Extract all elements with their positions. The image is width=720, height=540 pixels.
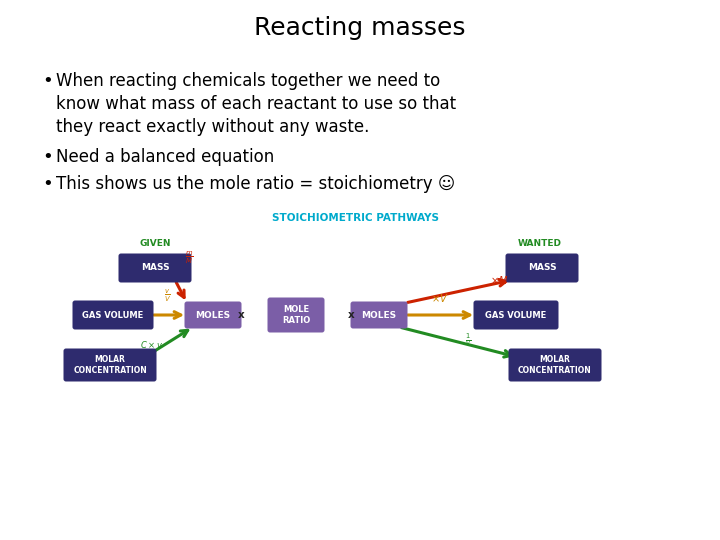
Text: Need a balanced equation: Need a balanced equation (56, 148, 274, 166)
Text: x: x (348, 310, 354, 320)
Text: •: • (42, 148, 53, 166)
Text: GAS VOLUME: GAS VOLUME (82, 310, 143, 320)
Text: When reacting chemicals together we need to
know what mass of each reactant to u: When reacting chemicals together we need… (56, 72, 456, 136)
FancyBboxPatch shape (474, 300, 559, 329)
FancyBboxPatch shape (73, 300, 153, 329)
Text: WANTED: WANTED (518, 239, 562, 247)
Text: x: x (238, 310, 244, 320)
Text: $\frac{v}{V}$: $\frac{v}{V}$ (164, 287, 171, 304)
FancyBboxPatch shape (508, 348, 601, 381)
Text: MOLES: MOLES (195, 310, 230, 320)
Text: GAS VOLUME: GAS VOLUME (485, 310, 546, 320)
Text: MOLAR
CONCENTRATION: MOLAR CONCENTRATION (518, 355, 592, 375)
Text: $C \times v$: $C \times v$ (140, 339, 163, 349)
Text: Reacting masses: Reacting masses (254, 16, 466, 40)
Text: •: • (42, 175, 53, 193)
FancyBboxPatch shape (505, 253, 578, 282)
FancyBboxPatch shape (268, 298, 325, 333)
FancyBboxPatch shape (351, 301, 408, 328)
Text: MASS: MASS (140, 264, 169, 273)
Text: $\frac{1}{v}$: $\frac{1}{v}$ (465, 332, 471, 348)
Text: $\times M$: $\times M$ (490, 274, 508, 286)
Text: This shows us the mole ratio = stoichiometry ☺: This shows us the mole ratio = stoichiom… (56, 175, 455, 193)
Text: MASS: MASS (528, 264, 557, 273)
Text: $\frac{m}{M}$: $\frac{m}{M}$ (185, 249, 194, 266)
Text: MOLAR
CONCENTRATION: MOLAR CONCENTRATION (73, 355, 147, 375)
Text: •: • (42, 72, 53, 90)
FancyBboxPatch shape (63, 348, 156, 381)
FancyBboxPatch shape (119, 253, 192, 282)
Text: GIVEN: GIVEN (139, 239, 171, 247)
FancyBboxPatch shape (184, 301, 241, 328)
Text: $\times V$: $\times V$ (431, 292, 449, 304)
Text: MOLE
RATIO: MOLE RATIO (282, 305, 310, 325)
Text: MOLES: MOLES (361, 310, 397, 320)
Text: STOICHIOMETRIC PATHWAYS: STOICHIOMETRIC PATHWAYS (271, 213, 438, 223)
